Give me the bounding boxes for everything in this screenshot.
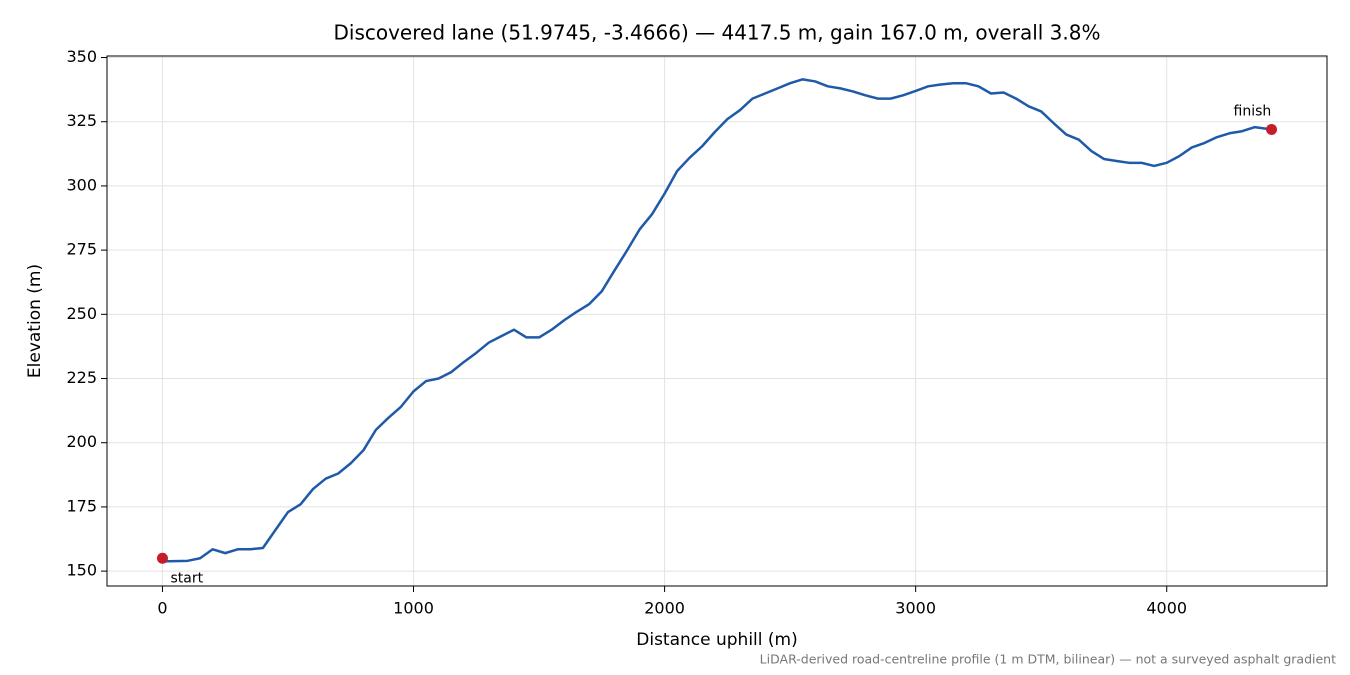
plot-frame: [106, 55, 1328, 587]
x-tick-label: 1000: [393, 599, 434, 618]
y-axis-label: Elevation (m): [25, 264, 45, 378]
y-tick-label: 300: [66, 175, 97, 194]
y-tick-label: 350: [66, 47, 97, 66]
x-tick-label: 2000: [644, 599, 685, 618]
chart-title: Discovered lane (51.9745, -3.4666) — 441…: [333, 21, 1100, 45]
endpoint-label: finish: [1234, 103, 1272, 119]
y-tick-label: 175: [66, 496, 97, 515]
elevation-line: [162, 78, 1272, 563]
y-tick-label: 200: [66, 432, 97, 451]
endpoint-marker: [1266, 123, 1278, 135]
x-tick-label: 4000: [1146, 599, 1187, 618]
x-axis-label: Distance uphill (m): [636, 630, 797, 650]
endpoint-marker: [156, 552, 168, 564]
endpoint-label: start: [170, 570, 203, 586]
y-tick-label: 250: [66, 304, 97, 323]
x-tick-label: 3000: [895, 599, 936, 618]
footnote: LiDAR-derived road-centreline profile (1…: [760, 652, 1336, 667]
y-tick-label: 275: [66, 240, 97, 259]
y-tick-label: 225: [66, 368, 97, 387]
x-tick-label: 0: [157, 599, 167, 618]
y-tick-label: 325: [66, 111, 97, 130]
y-tick-label: 150: [66, 561, 97, 580]
